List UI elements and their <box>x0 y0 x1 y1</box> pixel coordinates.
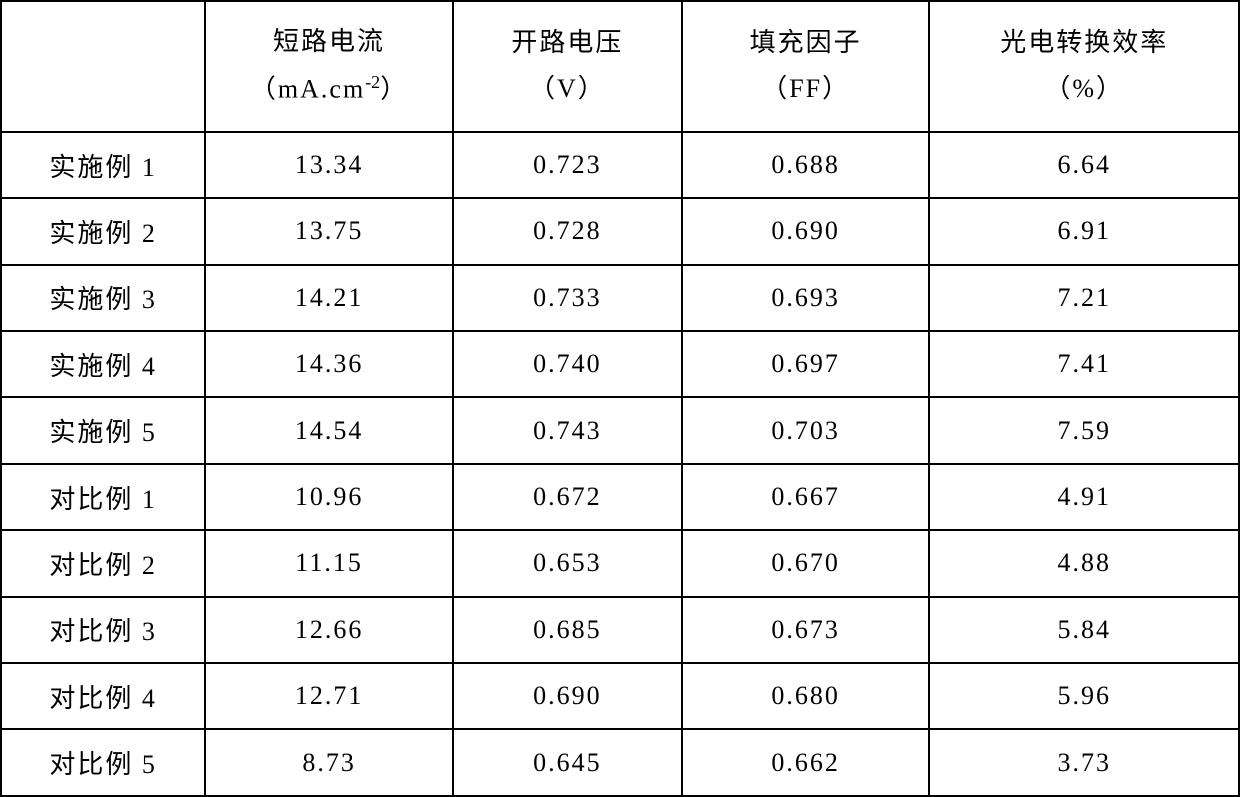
cell-short-circuit-current: 12.66 <box>205 597 453 663</box>
header-line2: （%） <box>934 66 1234 113</box>
cell-short-circuit-current: 13.34 <box>205 132 453 198</box>
header-line1: 开路电压 <box>458 20 677 67</box>
cell-open-circuit-voltage: 0.690 <box>453 663 682 729</box>
cell-open-circuit-voltage: 0.685 <box>453 597 682 663</box>
row-label: 实施例 5 <box>1 397 205 463</box>
row-label: 对比例 1 <box>1 464 205 530</box>
row-label: 对比例 2 <box>1 530 205 596</box>
cell-open-circuit-voltage: 0.743 <box>453 397 682 463</box>
row-label: 对比例 5 <box>1 729 205 796</box>
cell-short-circuit-current: 11.15 <box>205 530 453 596</box>
row-label: 实施例 3 <box>1 265 205 331</box>
cell-fill-factor: 0.693 <box>682 265 930 331</box>
cell-efficiency: 7.41 <box>929 331 1239 397</box>
cell-efficiency: 6.64 <box>929 132 1239 198</box>
header-line2: （V） <box>458 66 677 113</box>
cell-open-circuit-voltage: 0.733 <box>453 265 682 331</box>
cell-fill-factor: 0.662 <box>682 729 930 796</box>
cell-open-circuit-voltage: 0.740 <box>453 331 682 397</box>
cell-open-circuit-voltage: 0.672 <box>453 464 682 530</box>
header-unit-suffix: ） <box>380 75 408 104</box>
header-line2: （mA.cm-2） <box>210 66 448 113</box>
header-cell-short-circuit-current: 短路电流 （mA.cm-2） <box>205 1 453 132</box>
cell-fill-factor: 0.670 <box>682 530 930 596</box>
table-row: 对比例 4 12.71 0.690 0.680 5.96 <box>1 663 1239 729</box>
cell-open-circuit-voltage: 0.645 <box>453 729 682 796</box>
header-unit-superscript: -2 <box>365 72 380 92</box>
table-row: 实施例 2 13.75 0.728 0.690 6.91 <box>1 198 1239 264</box>
table-row: 对比例 1 10.96 0.672 0.667 4.91 <box>1 464 1239 530</box>
header-cell-efficiency: 光电转换效率 （%） <box>929 1 1239 132</box>
cell-fill-factor: 0.667 <box>682 464 930 530</box>
data-table: 短路电流 （mA.cm-2） 开路电压 （V） 填充因子 （FF） 光电转换效率… <box>0 0 1240 797</box>
header-cell-empty <box>1 1 205 132</box>
row-label: 实施例 4 <box>1 331 205 397</box>
cell-short-circuit-current: 10.96 <box>205 464 453 530</box>
row-label: 实施例 1 <box>1 132 205 198</box>
table-row: 实施例 5 14.54 0.743 0.703 7.59 <box>1 397 1239 463</box>
cell-efficiency: 4.91 <box>929 464 1239 530</box>
header-line2: （FF） <box>687 66 925 113</box>
cell-fill-factor: 0.688 <box>682 132 930 198</box>
table-row: 对比例 5 8.73 0.645 0.662 3.73 <box>1 729 1239 796</box>
cell-efficiency: 4.88 <box>929 530 1239 596</box>
cell-fill-factor: 0.697 <box>682 331 930 397</box>
table-row: 实施例 3 14.21 0.733 0.693 7.21 <box>1 265 1239 331</box>
cell-efficiency: 3.73 <box>929 729 1239 796</box>
cell-efficiency: 7.59 <box>929 397 1239 463</box>
cell-open-circuit-voltage: 0.728 <box>453 198 682 264</box>
cell-fill-factor: 0.680 <box>682 663 930 729</box>
header-line1: 填充因子 <box>687 20 925 67</box>
cell-short-circuit-current: 14.21 <box>205 265 453 331</box>
row-label: 实施例 2 <box>1 198 205 264</box>
header-unit-prefix: （mA.cm <box>250 75 365 104</box>
table-row: 实施例 1 13.34 0.723 0.688 6.64 <box>1 132 1239 198</box>
row-label: 对比例 3 <box>1 597 205 663</box>
table-header-row: 短路电流 （mA.cm-2） 开路电压 （V） 填充因子 （FF） 光电转换效率… <box>1 1 1239 132</box>
cell-short-circuit-current: 14.54 <box>205 397 453 463</box>
cell-fill-factor: 0.673 <box>682 597 930 663</box>
table-row: 对比例 3 12.66 0.685 0.673 5.84 <box>1 597 1239 663</box>
cell-short-circuit-current: 8.73 <box>205 729 453 796</box>
cell-open-circuit-voltage: 0.653 <box>453 530 682 596</box>
row-label: 对比例 4 <box>1 663 205 729</box>
cell-short-circuit-current: 14.36 <box>205 331 453 397</box>
header-line1: 光电转换效率 <box>934 20 1234 67</box>
cell-fill-factor: 0.703 <box>682 397 930 463</box>
header-line1: 短路电流 <box>210 19 448 66</box>
table-row: 实施例 4 14.36 0.740 0.697 7.41 <box>1 331 1239 397</box>
cell-efficiency: 5.96 <box>929 663 1239 729</box>
cell-short-circuit-current: 13.75 <box>205 198 453 264</box>
cell-efficiency: 6.91 <box>929 198 1239 264</box>
cell-open-circuit-voltage: 0.723 <box>453 132 682 198</box>
header-cell-open-circuit-voltage: 开路电压 （V） <box>453 1 682 132</box>
cell-efficiency: 5.84 <box>929 597 1239 663</box>
cell-efficiency: 7.21 <box>929 265 1239 331</box>
cell-short-circuit-current: 12.71 <box>205 663 453 729</box>
table-row: 对比例 2 11.15 0.653 0.670 4.88 <box>1 530 1239 596</box>
header-cell-fill-factor: 填充因子 （FF） <box>682 1 930 132</box>
cell-fill-factor: 0.690 <box>682 198 930 264</box>
